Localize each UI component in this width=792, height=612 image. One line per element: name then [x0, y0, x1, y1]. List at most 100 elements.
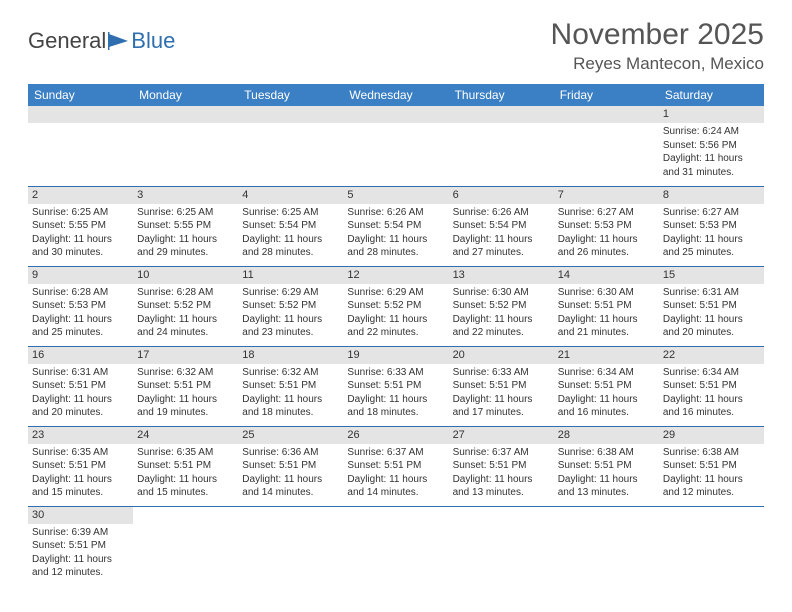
calendar-cell-empty: [659, 506, 764, 586]
day-details: Sunrise: 6:27 AMSunset: 5:53 PMDaylight:…: [659, 204, 764, 264]
calendar-row: 2Sunrise: 6:25 AMSunset: 5:55 PMDaylight…: [28, 186, 764, 266]
calendar-cell: 13Sunrise: 6:30 AMSunset: 5:52 PMDayligh…: [449, 266, 554, 346]
day-number: 11: [238, 267, 343, 284]
calendar-cell-empty: [343, 506, 448, 586]
calendar-row: 9Sunrise: 6:28 AMSunset: 5:53 PMDaylight…: [28, 266, 764, 346]
calendar-cell: 28Sunrise: 6:38 AMSunset: 5:51 PMDayligh…: [554, 426, 659, 506]
day-number: 13: [449, 267, 554, 284]
day-number: 9: [28, 267, 133, 284]
calendar-cell: 4Sunrise: 6:25 AMSunset: 5:54 PMDaylight…: [238, 186, 343, 266]
calendar-cell-empty: [449, 106, 554, 186]
day-details: Sunrise: 6:27 AMSunset: 5:53 PMDaylight:…: [554, 204, 659, 264]
day-number: 22: [659, 347, 764, 364]
calendar-cell: 20Sunrise: 6:33 AMSunset: 5:51 PMDayligh…: [449, 346, 554, 426]
day-details: Sunrise: 6:32 AMSunset: 5:51 PMDaylight:…: [238, 364, 343, 424]
calendar-cell: 15Sunrise: 6:31 AMSunset: 5:51 PMDayligh…: [659, 266, 764, 346]
day-number: 7: [554, 187, 659, 204]
calendar-cell-empty: [554, 106, 659, 186]
calendar-cell: 24Sunrise: 6:35 AMSunset: 5:51 PMDayligh…: [133, 426, 238, 506]
calendar-cell: 10Sunrise: 6:28 AMSunset: 5:52 PMDayligh…: [133, 266, 238, 346]
day-number: 2: [28, 187, 133, 204]
day-number: 29: [659, 427, 764, 444]
calendar-row: 1Sunrise: 6:24 AMSunset: 5:56 PMDaylight…: [28, 106, 764, 186]
brand-part1: General: [28, 28, 106, 54]
month-title: November 2025: [551, 18, 764, 52]
weekday-header: Saturday: [659, 84, 764, 106]
day-details: Sunrise: 6:34 AMSunset: 5:51 PMDaylight:…: [554, 364, 659, 424]
brand-logo: General Blue: [28, 18, 175, 54]
flag-icon: [108, 32, 130, 50]
day-number: 16: [28, 347, 133, 364]
calendar-row: 16Sunrise: 6:31 AMSunset: 5:51 PMDayligh…: [28, 346, 764, 426]
calendar-cell-empty: [554, 506, 659, 586]
day-details: Sunrise: 6:30 AMSunset: 5:51 PMDaylight:…: [554, 284, 659, 344]
calendar-cell: 5Sunrise: 6:26 AMSunset: 5:54 PMDaylight…: [343, 186, 448, 266]
day-details: Sunrise: 6:38 AMSunset: 5:51 PMDaylight:…: [659, 444, 764, 504]
calendar-cell: 8Sunrise: 6:27 AMSunset: 5:53 PMDaylight…: [659, 186, 764, 266]
calendar-cell-empty: [343, 106, 448, 186]
calendar-cell: 25Sunrise: 6:36 AMSunset: 5:51 PMDayligh…: [238, 426, 343, 506]
day-details: Sunrise: 6:37 AMSunset: 5:51 PMDaylight:…: [343, 444, 448, 504]
calendar-table: SundayMondayTuesdayWednesdayThursdayFrid…: [28, 84, 764, 586]
calendar-cell: 21Sunrise: 6:34 AMSunset: 5:51 PMDayligh…: [554, 346, 659, 426]
day-number: 20: [449, 347, 554, 364]
calendar-cell-empty: [238, 106, 343, 186]
day-details: Sunrise: 6:29 AMSunset: 5:52 PMDaylight:…: [238, 284, 343, 344]
calendar-cell-empty: [449, 506, 554, 586]
day-details: Sunrise: 6:25 AMSunset: 5:55 PMDaylight:…: [28, 204, 133, 264]
day-number: 14: [554, 267, 659, 284]
day-details: Sunrise: 6:25 AMSunset: 5:54 PMDaylight:…: [238, 204, 343, 264]
calendar-cell: 26Sunrise: 6:37 AMSunset: 5:51 PMDayligh…: [343, 426, 448, 506]
calendar-cell: 27Sunrise: 6:37 AMSunset: 5:51 PMDayligh…: [449, 426, 554, 506]
day-number: 3: [133, 187, 238, 204]
day-details: Sunrise: 6:28 AMSunset: 5:52 PMDaylight:…: [133, 284, 238, 344]
calendar-cell: 17Sunrise: 6:32 AMSunset: 5:51 PMDayligh…: [133, 346, 238, 426]
day-details: Sunrise: 6:29 AMSunset: 5:52 PMDaylight:…: [343, 284, 448, 344]
calendar-cell: 23Sunrise: 6:35 AMSunset: 5:51 PMDayligh…: [28, 426, 133, 506]
day-details: Sunrise: 6:26 AMSunset: 5:54 PMDaylight:…: [449, 204, 554, 264]
calendar-cell: 14Sunrise: 6:30 AMSunset: 5:51 PMDayligh…: [554, 266, 659, 346]
day-number: 21: [554, 347, 659, 364]
calendar-cell-empty: [238, 506, 343, 586]
day-details: Sunrise: 6:37 AMSunset: 5:51 PMDaylight:…: [449, 444, 554, 504]
day-details: Sunrise: 6:31 AMSunset: 5:51 PMDaylight:…: [28, 364, 133, 424]
brand-part2: Blue: [131, 28, 175, 54]
day-details: Sunrise: 6:25 AMSunset: 5:55 PMDaylight:…: [133, 204, 238, 264]
calendar-cell-empty: [28, 106, 133, 186]
calendar-cell: 1Sunrise: 6:24 AMSunset: 5:56 PMDaylight…: [659, 106, 764, 186]
day-number: 4: [238, 187, 343, 204]
day-number: 6: [449, 187, 554, 204]
calendar-cell: 12Sunrise: 6:29 AMSunset: 5:52 PMDayligh…: [343, 266, 448, 346]
calendar-cell-empty: [133, 106, 238, 186]
day-details: Sunrise: 6:26 AMSunset: 5:54 PMDaylight:…: [343, 204, 448, 264]
calendar-body: 1Sunrise: 6:24 AMSunset: 5:56 PMDaylight…: [28, 106, 764, 586]
day-details: Sunrise: 6:28 AMSunset: 5:53 PMDaylight:…: [28, 284, 133, 344]
header: General Blue November 2025 Reyes Manteco…: [28, 18, 764, 74]
calendar-cell: 6Sunrise: 6:26 AMSunset: 5:54 PMDaylight…: [449, 186, 554, 266]
day-number: 17: [133, 347, 238, 364]
day-number: 23: [28, 427, 133, 444]
day-number: 5: [343, 187, 448, 204]
calendar-row: 23Sunrise: 6:35 AMSunset: 5:51 PMDayligh…: [28, 426, 764, 506]
calendar-cell-empty: [133, 506, 238, 586]
weekday-header: Tuesday: [238, 84, 343, 106]
calendar-row: 30Sunrise: 6:39 AMSunset: 5:51 PMDayligh…: [28, 506, 764, 586]
day-number: 26: [343, 427, 448, 444]
day-number: 18: [238, 347, 343, 364]
day-details: Sunrise: 6:31 AMSunset: 5:51 PMDaylight:…: [659, 284, 764, 344]
day-number: 12: [343, 267, 448, 284]
day-details: Sunrise: 6:38 AMSunset: 5:51 PMDaylight:…: [554, 444, 659, 504]
calendar-cell: 18Sunrise: 6:32 AMSunset: 5:51 PMDayligh…: [238, 346, 343, 426]
day-number: 1: [659, 106, 764, 123]
day-details: Sunrise: 6:39 AMSunset: 5:51 PMDaylight:…: [28, 524, 133, 584]
calendar-cell: 16Sunrise: 6:31 AMSunset: 5:51 PMDayligh…: [28, 346, 133, 426]
calendar-cell: 29Sunrise: 6:38 AMSunset: 5:51 PMDayligh…: [659, 426, 764, 506]
day-details: Sunrise: 6:32 AMSunset: 5:51 PMDaylight:…: [133, 364, 238, 424]
calendar-cell: 11Sunrise: 6:29 AMSunset: 5:52 PMDayligh…: [238, 266, 343, 346]
day-number: 30: [28, 507, 133, 524]
calendar-cell: 9Sunrise: 6:28 AMSunset: 5:53 PMDaylight…: [28, 266, 133, 346]
day-number: 19: [343, 347, 448, 364]
day-number: 10: [133, 267, 238, 284]
day-details: Sunrise: 6:35 AMSunset: 5:51 PMDaylight:…: [28, 444, 133, 504]
day-details: Sunrise: 6:33 AMSunset: 5:51 PMDaylight:…: [449, 364, 554, 424]
